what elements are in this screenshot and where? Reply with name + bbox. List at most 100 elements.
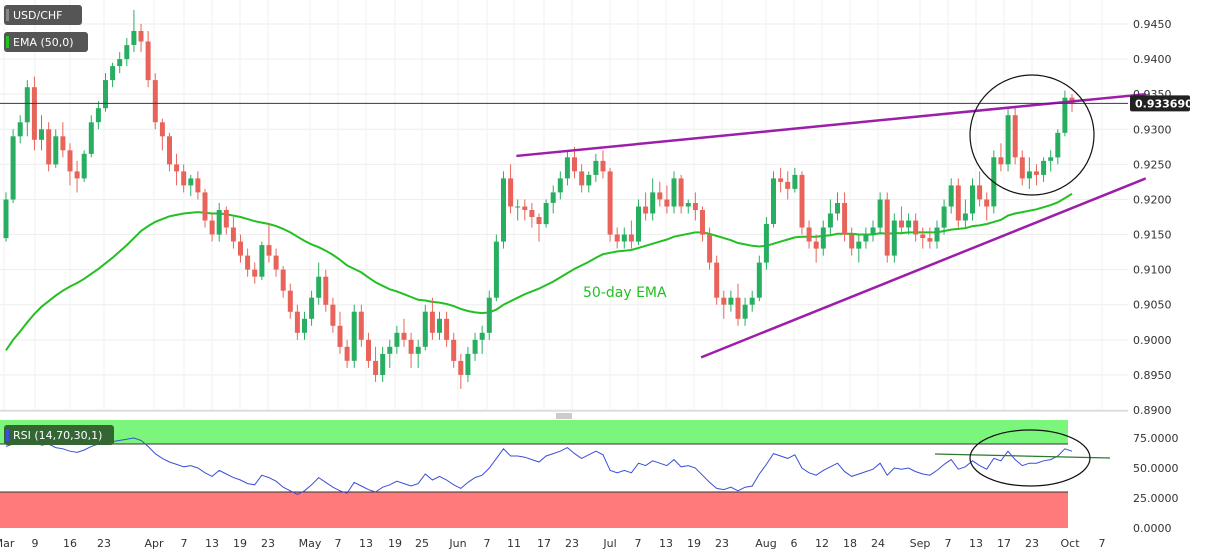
candle	[962, 199, 968, 228]
candle	[870, 220, 876, 242]
candle-body	[415, 346, 421, 354]
rsi-tag: RSI (14,70,30,1)	[13, 429, 102, 442]
candle-body	[941, 206, 947, 228]
candle	[472, 332, 478, 361]
candle	[110, 62, 116, 88]
candle	[1055, 129, 1061, 165]
candle	[948, 178, 954, 214]
candle-body	[39, 129, 44, 140]
candle	[479, 325, 485, 354]
candle	[564, 150, 570, 186]
x-tick-label: Mar	[0, 537, 15, 550]
candle-body	[998, 157, 1004, 165]
candle	[749, 290, 755, 312]
candle-body	[266, 245, 272, 256]
candle-body	[614, 234, 620, 242]
candle-body	[302, 318, 307, 333]
candle-body	[387, 346, 393, 354]
ema-annotation: 50-day EMA	[583, 285, 667, 301]
panel-resize-handle[interactable]	[556, 413, 572, 419]
x-tick-label: 16	[63, 537, 77, 550]
price-panel	[0, 0, 1128, 411]
candle-body	[472, 339, 478, 354]
candle	[650, 178, 656, 221]
candle-body	[721, 297, 727, 305]
candle-body	[110, 66, 116, 81]
candle-body	[223, 210, 229, 228]
price-tick-label: 0.9100	[1133, 264, 1172, 277]
candle	[444, 311, 450, 347]
candle	[728, 290, 734, 312]
candle	[188, 174, 194, 196]
ema-tag: EMA (50,0)	[13, 36, 74, 49]
candle-body	[529, 210, 535, 217]
candle	[579, 164, 585, 193]
candle	[721, 290, 727, 319]
candle	[785, 171, 791, 200]
candle	[1041, 157, 1047, 182]
candle	[763, 217, 769, 270]
candle	[970, 178, 975, 221]
candle	[771, 171, 776, 228]
candle	[792, 167, 798, 193]
x-tick-label: 23	[261, 537, 275, 550]
candle	[529, 202, 535, 228]
x-tick-label: 23	[97, 537, 111, 550]
candle-body	[927, 238, 933, 242]
candle	[223, 206, 229, 235]
candle	[167, 132, 172, 172]
candle	[707, 227, 713, 270]
candle	[429, 297, 435, 340]
candle-body	[74, 171, 80, 179]
rsi-tick-label: 75.0000	[1133, 432, 1179, 445]
candle-body	[124, 45, 130, 60]
candle	[955, 178, 961, 228]
candle	[714, 255, 720, 305]
rsi-tick-label: 25.0000	[1133, 492, 1179, 505]
x-tick-label: 7	[484, 537, 491, 550]
x-tick-label: 9	[32, 537, 39, 550]
x-axis: Mar 9 16 23 Apr 7 13 19 23 May 7 13 19 25 Jun 7 11 17 23 Ju…	[0, 537, 1106, 550]
candle	[39, 115, 44, 151]
x-tick-label: 19	[687, 537, 701, 550]
candle-body	[238, 241, 243, 256]
candle-body	[174, 164, 180, 172]
candle-body	[131, 31, 137, 45]
candle-body	[46, 129, 52, 165]
x-tick-label: 13	[659, 537, 673, 550]
candle	[174, 153, 180, 186]
candle	[88, 115, 94, 158]
candle-body	[778, 178, 784, 182]
candle-body	[806, 227, 812, 242]
candle-body	[628, 234, 634, 242]
candle-body	[984, 199, 990, 207]
candle-body	[1041, 160, 1047, 175]
candle	[636, 199, 641, 246]
candle-body	[17, 122, 23, 137]
highlight-circle-price	[969, 74, 1095, 196]
candle	[230, 217, 236, 249]
candle-body	[209, 220, 215, 235]
candle-body	[465, 353, 471, 375]
candle	[856, 234, 862, 263]
candle	[3, 192, 9, 242]
x-tick-label: 7	[635, 537, 642, 550]
candle	[550, 185, 556, 214]
candle	[493, 234, 499, 302]
candle-body	[358, 311, 364, 340]
highlight-circle-rsi	[969, 429, 1091, 487]
candle	[1062, 90, 1068, 137]
rsi-overbought-band	[0, 420, 1068, 444]
candle-body	[24, 87, 30, 123]
candle-body	[906, 220, 912, 228]
candle	[1012, 108, 1018, 165]
candle-body	[607, 171, 613, 235]
candle	[913, 213, 919, 242]
candle-body	[728, 297, 734, 305]
candle	[344, 339, 350, 368]
rsi-y-axis: 75.0000 50.0000 25.0000 0.0000	[1133, 432, 1179, 535]
candle	[408, 332, 414, 368]
candle	[10, 129, 16, 203]
candle-body	[678, 178, 684, 207]
